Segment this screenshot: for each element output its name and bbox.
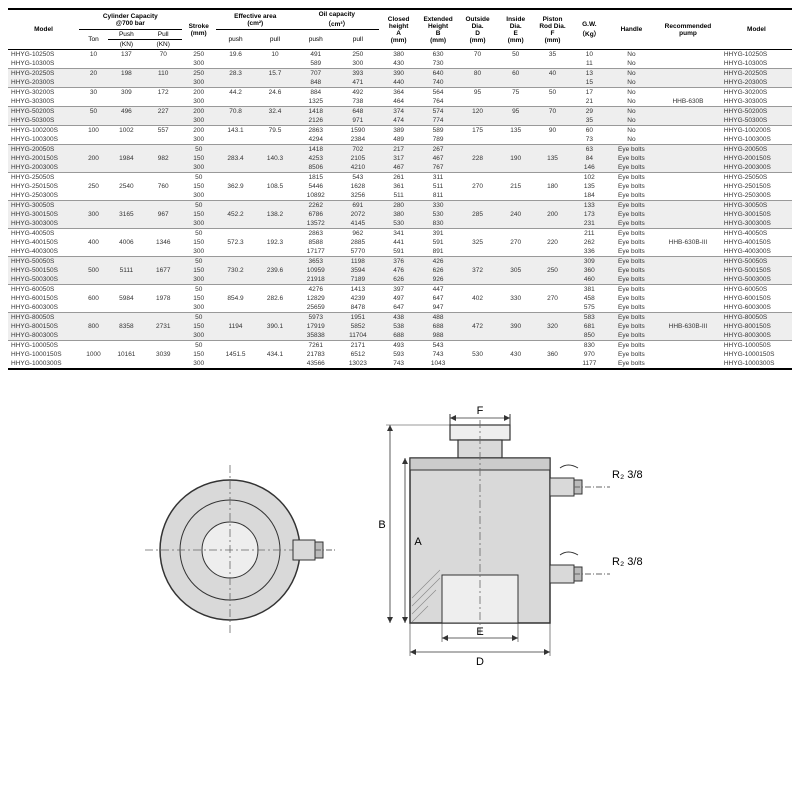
table-row: HHYG-400150S40040061346150572.3192.38588… — [8, 238, 792, 247]
side-view: F R₂ 3/8 — [378, 405, 642, 668]
table-row: HHYG-30300S300132573846476421NoHHB-630BH… — [8, 97, 792, 107]
table-row: HHYG-300300S300135724145530830231Eye bol… — [8, 219, 792, 229]
table-row: HHYG-50050S5036531198376426309Eye boltsH… — [8, 257, 792, 267]
diagram: F R₂ 3/8 — [8, 390, 792, 670]
th-handle: Handle — [608, 9, 655, 50]
table-row: HHYG-80050S5059731951438488583Eye boltsH… — [8, 313, 792, 323]
th-d: OutsideDia.D(mm) — [458, 9, 497, 50]
table-row: HHYG-20050S50141870221726763Eye boltsHHY… — [8, 145, 792, 155]
label-e: E — [476, 626, 483, 638]
port-upper: R₂ 3/8 — [550, 465, 643, 496]
table-row: HHYG-1000300S300435661302374310431177Eye… — [8, 359, 792, 369]
table-row: HHYG-800300S3003583811704688988850Eye bo… — [8, 331, 792, 341]
label-r2: R₂ 3/8 — [612, 556, 643, 568]
table-row: HHYG-200300S30085064210467767146Eye bolt… — [8, 163, 792, 173]
table-row: HHYG-100050S5072612171493543830Eye bolts… — [8, 341, 792, 351]
th-stroke: Stroke(mm) — [182, 9, 216, 50]
th-oil-push: push — [295, 30, 337, 50]
th-model-r: Model — [721, 9, 792, 50]
th-pull: Pull — [145, 30, 182, 40]
table-row: HHYG-500300S300219187189626926460Eye bol… — [8, 275, 792, 285]
label-d: D — [476, 656, 484, 668]
table-row: HHYG-250150S2502540760150362.9108.554461… — [8, 182, 792, 191]
table-row: HHYG-10300S30058930043073011NoHHYG-10300… — [8, 59, 792, 69]
table-row: HHYG-600150S60059841978150854.9282.61282… — [8, 294, 792, 303]
table-row: HHYG-30200S3030917220044.224.68844923645… — [8, 88, 792, 98]
th-eff: Effective area(cm²) — [216, 9, 295, 30]
th-ton: Ton — [79, 30, 108, 50]
label-r1: R₂ 3/8 — [612, 469, 643, 481]
th-pump: Recommendedpump — [655, 9, 721, 50]
table-row: HHYG-40050S502863962341391211Eye boltsHH… — [8, 229, 792, 239]
th-eff-pull: pull — [255, 30, 294, 50]
table-row: HHYG-30050S502262691280330133Eye boltsHH… — [8, 201, 792, 211]
table-body: HHYG-10250S101377025019.6104912503806307… — [8, 50, 792, 370]
table-row: HHYG-100300S3004294238448978973NoHHYG-10… — [8, 135, 792, 145]
th-oil-pull: pull — [337, 30, 379, 50]
th-push-u: (KN) — [108, 40, 145, 50]
table-row: HHYG-400300S300171775770591891336Eye bol… — [8, 247, 792, 257]
th-gw: G.W.（Kg） — [571, 9, 608, 50]
table-row: HHYG-10250S101377025019.6104912503806307… — [8, 50, 792, 60]
table-row: HHYG-500150S50051111677150730.2239.61095… — [8, 266, 792, 275]
top-view — [145, 465, 335, 635]
th-cap: Cylinder Capacity@700 bar — [79, 9, 182, 30]
label-b: B — [378, 519, 385, 531]
port-lower: R₂ 3/8 — [550, 552, 643, 583]
table-row: HHYG-60050S5042761413397447381Eye boltsH… — [8, 285, 792, 295]
table-row: HHYG-25050S501815543261311102Eye boltsHH… — [8, 173, 792, 183]
th-pull-u: (KN) — [145, 40, 182, 50]
table-row: HHYG-20250S2019811025028.315.77073933906… — [8, 69, 792, 79]
table-row: HHYG-1000150S10001016130391501451.5434.1… — [8, 350, 792, 359]
label-a: A — [414, 536, 422, 548]
th-model: Model — [8, 9, 79, 50]
spec-table: Model Cylinder Capacity@700 bar Stroke(m… — [8, 8, 792, 370]
label-f: F — [477, 405, 484, 417]
table-row: HHYG-800150S800835827311501194390.117919… — [8, 322, 792, 331]
th-e: InsideDia.E(mm) — [497, 9, 534, 50]
table-row: HHYG-20300S30084847144074015NoHHYG-20300… — [8, 78, 792, 88]
th-push: Push — [108, 30, 145, 40]
table-row: HHYG-50300S300212697147477435NoHHYG-5030… — [8, 116, 792, 126]
th-eff-push: push — [216, 30, 255, 50]
th-oil: Oil capacity（cm³） — [295, 9, 379, 30]
th-f: PistonRod Dia.F(mm) — [534, 9, 571, 50]
table-row: HHYG-200150S2001984982150283.4140.342532… — [8, 154, 792, 163]
table-row: HHYG-100200S1001002557200143.179.5286315… — [8, 126, 792, 136]
th-b: ExtendedHeightB(mm) — [418, 9, 457, 50]
table-row: HHYG-600300S300256598478647947575Eye bol… — [8, 303, 792, 313]
table-row: HHYG-250300S300108923256511811184Eye bol… — [8, 191, 792, 201]
table-row: HHYG-300150S3003165967150452.2138.267862… — [8, 210, 792, 219]
table-row: HHYG-50200S5049622720070.832.41418648374… — [8, 107, 792, 117]
th-a: ClosedheightA(mm) — [379, 9, 418, 50]
